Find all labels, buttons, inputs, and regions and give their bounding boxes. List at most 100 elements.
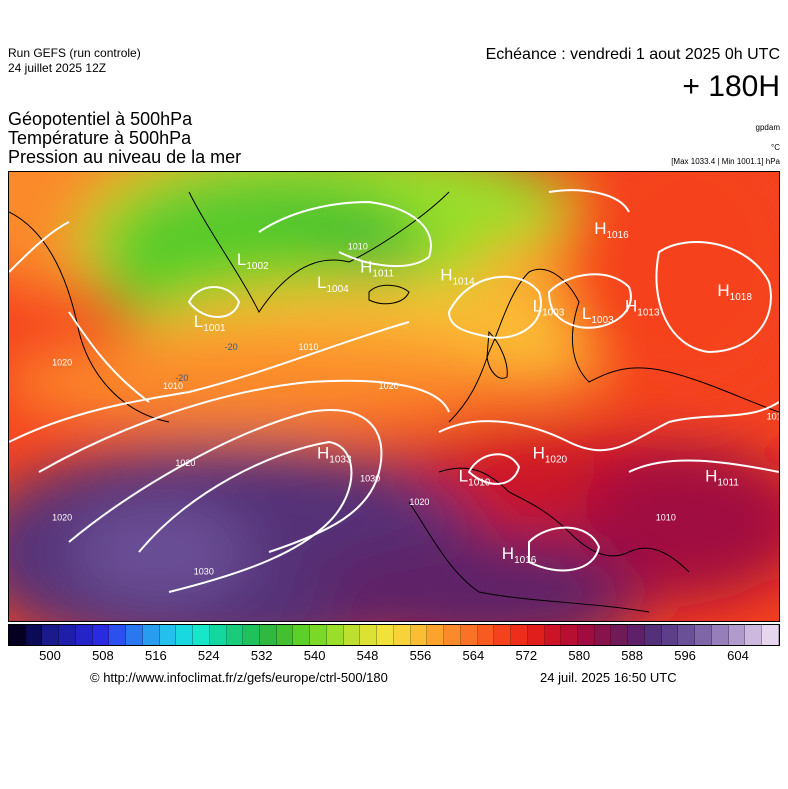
- title-temperature: Température à 500hPa: [8, 128, 192, 148]
- isobar-label: 1020: [409, 497, 429, 507]
- isobars: [9, 189, 779, 593]
- scale-swatch: [377, 625, 394, 645]
- isobar-label: 1016: [767, 412, 779, 422]
- map-canvas: L1002 L1004 H1011 L1001 H1014 H1016 L1003 L1003…: [9, 172, 779, 621]
- color-scale: [8, 624, 780, 646]
- isobar-label: 1020: [175, 458, 195, 468]
- scale-swatch: [126, 625, 143, 645]
- scale-tick-label: 580: [568, 648, 591, 663]
- temperature-field: [9, 172, 779, 621]
- scale-swatch: [611, 625, 629, 645]
- scale-swatch: [276, 625, 294, 645]
- scale-swatch: [92, 625, 110, 645]
- scale-swatch: [494, 625, 512, 645]
- isobar-label: 1010: [348, 241, 368, 251]
- scale-ticks: 500 508 516 524 532 540 548 556 564 572 580 588 596 6…: [8, 648, 780, 666]
- scale-swatch: [444, 625, 461, 645]
- scale-tick-label: 548: [356, 648, 379, 663]
- scale-swatch: [209, 625, 227, 645]
- low-pressure-center: L1010: [459, 467, 491, 489]
- unit-geopotential: gpdam: [755, 123, 780, 132]
- scale-tick-label: 500: [39, 648, 61, 663]
- low-pressure-center: L1004: [317, 273, 349, 295]
- scale-swatch: [577, 625, 595, 645]
- scale-tick-label: 516: [144, 648, 167, 663]
- unit-temperature: °C: [771, 143, 780, 152]
- scale-swatch: [9, 625, 26, 645]
- weather-map[interactable]: L1002 L1004 H1011 L1001 H1014 H1016 L1003 L1003…: [8, 171, 780, 622]
- scale-tick-label: 524: [197, 648, 220, 663]
- title-geopotential: Géopotentiel à 500hPa: [8, 109, 193, 129]
- title-pressure: Pression au niveau de la mer: [8, 147, 242, 167]
- scale-swatch: [59, 625, 76, 645]
- scale-tick-label: 572: [515, 648, 538, 663]
- scale-swatch: [393, 625, 411, 645]
- scale-swatch: [176, 625, 194, 645]
- scale-swatch: [42, 625, 60, 645]
- low-pressure-center: L1003: [533, 296, 565, 318]
- low-pressure-center: L1001: [194, 312, 226, 334]
- generated-timestamp: 24 juil. 2025 16:50 UTC: [540, 670, 677, 685]
- scale-tick-label: 556: [409, 648, 432, 663]
- scale-swatch: [260, 625, 277, 645]
- scale-swatch: [410, 625, 428, 645]
- scale-swatch: [544, 625, 562, 645]
- high-pressure-center: H1013: [625, 296, 660, 318]
- scale-swatch: [644, 625, 662, 645]
- scale-swatch: [226, 625, 244, 645]
- high-pressure-center: H1016: [502, 544, 537, 566]
- scale-tick-label: 588: [621, 648, 643, 663]
- scale-swatch: [527, 625, 545, 645]
- source-url[interactable]: © http://www.infoclimat.fr/z/gefs/europe…: [90, 670, 388, 685]
- low-pressure-center: L1002: [237, 250, 269, 272]
- unit-pressure: [Max 1033.4 | Min 1001.1] hPa: [671, 157, 780, 166]
- scale-swatch: [628, 625, 645, 645]
- scale-tick-label: 596: [674, 648, 696, 663]
- scale-swatch: [594, 625, 612, 645]
- high-pressure-center: H1011: [360, 258, 394, 280]
- scale-swatch: [728, 625, 746, 645]
- coastlines: [9, 191, 779, 613]
- scale-swatch: [293, 625, 311, 645]
- scale-swatch: [25, 625, 43, 645]
- isobar-label: 1030: [360, 474, 380, 484]
- scale-swatch: [159, 625, 177, 645]
- scale-swatch: [360, 625, 378, 645]
- run-date: 24 juillet 2025 12Z: [8, 61, 107, 75]
- scale-tick-label: 532: [250, 648, 273, 663]
- forecast-valid-time: Echéance : vendredi 1 aout 2025 0h UTC: [485, 46, 780, 63]
- scale-tick-label: 540: [303, 648, 326, 663]
- isobar-label: 1010: [299, 342, 319, 352]
- scale-swatch: [745, 625, 763, 645]
- scale-swatch: [477, 625, 495, 645]
- isobar-label: 1020: [52, 358, 72, 368]
- isobar-label: 1020: [52, 512, 72, 522]
- scale-swatch: [678, 625, 696, 645]
- scale-tick-label: 508: [92, 648, 114, 663]
- scale-swatch: [695, 625, 712, 645]
- map-title: Géopotentiel à 500hPa Température à 500h…: [8, 110, 241, 167]
- scale-swatch: [109, 625, 127, 645]
- scale-swatch: [711, 625, 729, 645]
- run-info: Run GEFS (run controle) 24 juillet 2025 …: [8, 46, 141, 76]
- scale-swatch: [427, 625, 445, 645]
- scale-swatch: [661, 625, 679, 645]
- high-pressure-center: H1011: [705, 467, 739, 489]
- temperature-label: -20: [175, 373, 188, 383]
- isobar-label: 1010: [163, 381, 183, 391]
- scale-swatch: [193, 625, 210, 645]
- high-pressure-center: H1016: [594, 219, 629, 241]
- lead-time: + 180H: [682, 70, 780, 103]
- isobar-label: 1010: [656, 512, 676, 522]
- scale-swatch: [243, 625, 261, 645]
- scale-tick-label: 564: [462, 648, 485, 663]
- isobar-label: 1030: [194, 567, 214, 577]
- high-pressure-center: H1020: [533, 443, 568, 465]
- scale-swatch: [75, 625, 93, 645]
- run-model: Run GEFS (run controle): [8, 46, 141, 60]
- scale-swatch: [511, 625, 528, 645]
- pressure-centers: L1002 L1004 H1011 L1001 H1014 H1016 L1003 L1003…: [194, 219, 753, 566]
- scale-swatch: [561, 625, 578, 645]
- isobar-labels: 1010 1010 1010 1020 1020 1020 1020 1030 1030 1020…: [52, 241, 779, 576]
- scale-tick-label: 604: [727, 648, 749, 663]
